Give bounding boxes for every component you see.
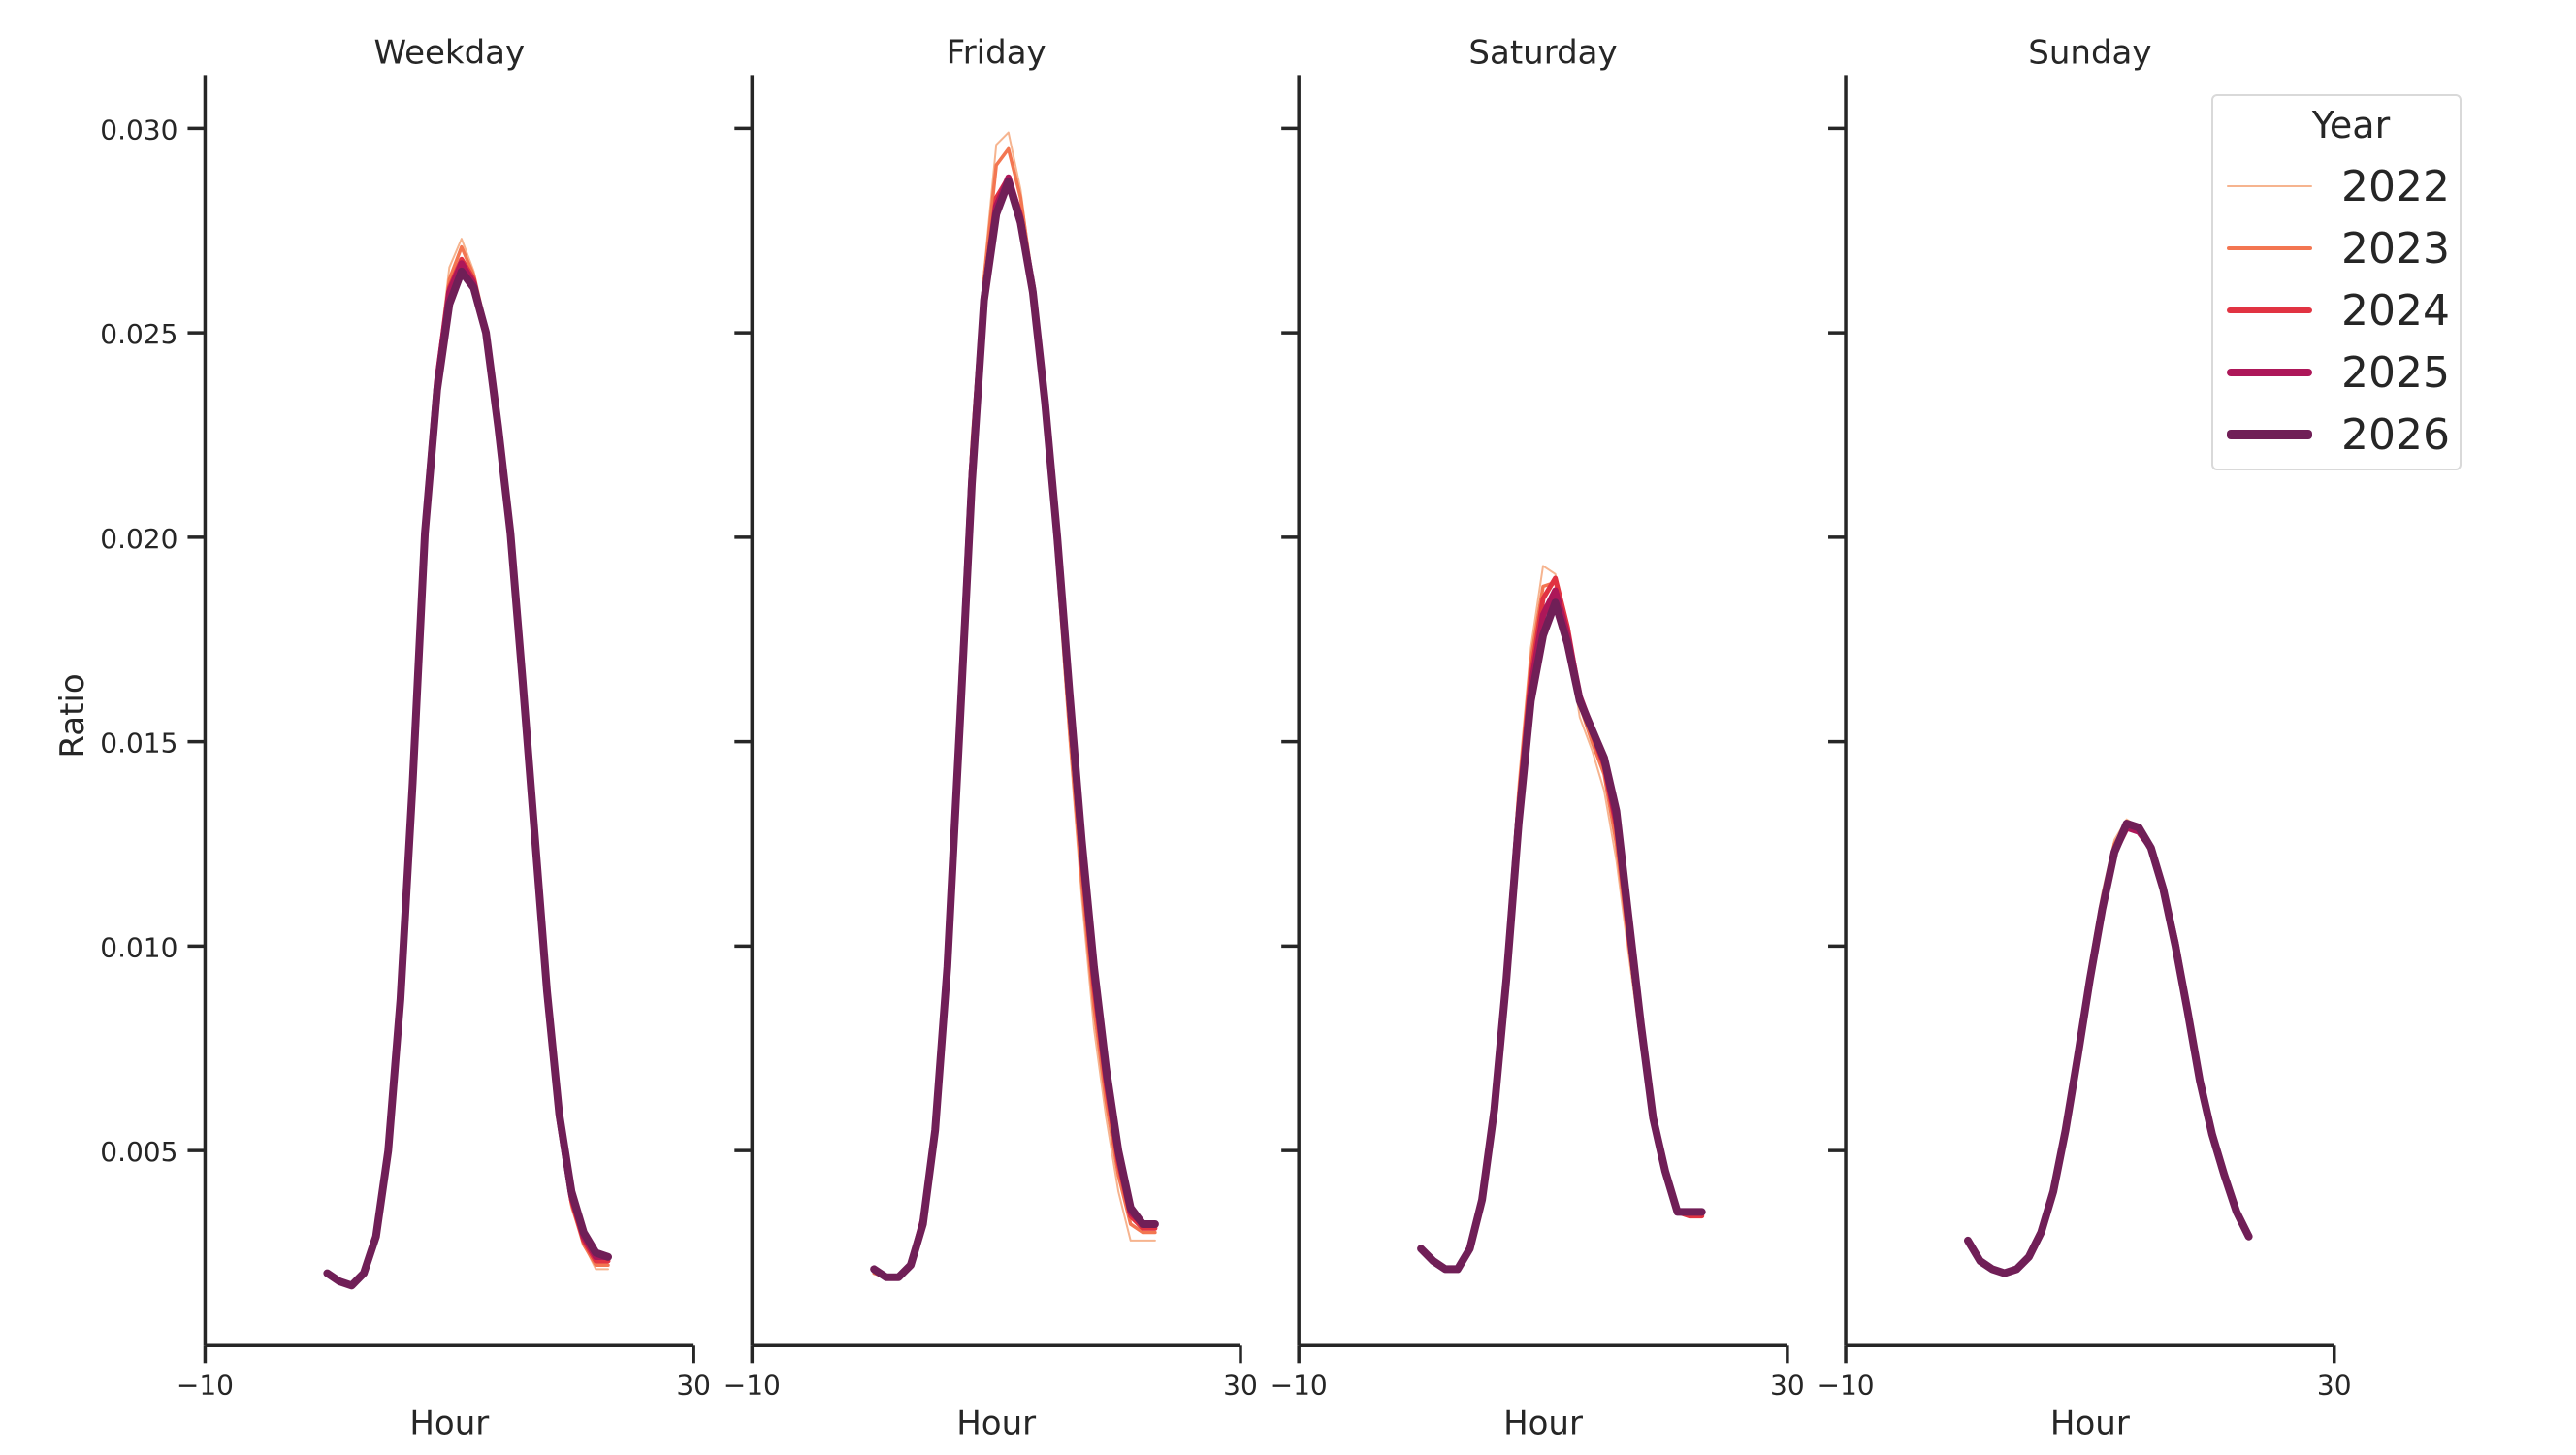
legend: Year 2022 2023 2024 2025 2026 [2211, 94, 2462, 470]
x-tick-label: 30 [2317, 1369, 2352, 1401]
panel-title: Friday [947, 33, 1046, 72]
panel-weekday: Weekday 0.005 0.010 0.015 0.020 0.025 0.030 −10… [100, 33, 711, 1442]
x-tick-label: −10 [177, 1369, 234, 1401]
legend-label: 2023 [2341, 224, 2450, 274]
series-line-2023 [325, 244, 610, 1288]
series-line-2026 [870, 178, 1159, 1281]
x-tick-label: 30 [1770, 1369, 1805, 1401]
legend-item-2022: 2022 [2227, 158, 2450, 216]
y-tick-label: 0.015 [100, 728, 177, 760]
x-tick-label: −10 [1271, 1369, 1328, 1401]
y-tick-label: 0.005 [100, 1136, 177, 1168]
legend-swatch-2023 [2227, 246, 2312, 250]
panel-title: Saturday [1468, 33, 1617, 72]
series-line-2025 [1417, 587, 1705, 1273]
series-line-2023 [1419, 580, 1704, 1272]
legend-label: 2024 [2341, 286, 2450, 336]
legend-swatch-2025 [2227, 369, 2312, 376]
legend-swatch-2024 [2227, 307, 2312, 313]
series-line-2024 [1418, 575, 1705, 1272]
y-tick-label: 0.030 [100, 113, 177, 146]
x-axis-label: Hour [2050, 1404, 2130, 1442]
y-tick-label: 0.010 [100, 931, 177, 963]
series-line-2026 [1417, 598, 1706, 1274]
y-axis-label: Ratio [53, 673, 92, 758]
x-tick-label: 30 [676, 1369, 711, 1401]
x-tick-label: −10 [1817, 1369, 1874, 1401]
legend-label: 2022 [2341, 162, 2450, 211]
y-tick-label: 0.020 [100, 523, 177, 555]
panel-sunday: Sunday −10 30 Hour [1817, 33, 2351, 1442]
panel-saturday: Saturday −10 30 Hour [1271, 33, 1805, 1442]
legend-swatch-2026 [2227, 430, 2312, 439]
x-axis-label: Hour [956, 1404, 1036, 1442]
panel-friday: Friday −10 30 Hour [724, 33, 1258, 1442]
legend-swatch-2022 [2227, 185, 2312, 187]
x-tick-label: 30 [1223, 1369, 1258, 1401]
x-axis-label: Hour [1503, 1404, 1583, 1442]
legend-item-2025: 2025 [2227, 344, 2450, 403]
panel-title: Weekday [373, 33, 525, 72]
series-line-2024 [324, 256, 611, 1288]
y-tick-label: 0.025 [100, 318, 177, 350]
x-axis-label: Hour [409, 1404, 489, 1442]
series-line-2022 [326, 238, 609, 1287]
legend-label: 2025 [2341, 348, 2450, 398]
panel-title: Sunday [2028, 33, 2151, 72]
x-tick-label: −10 [724, 1369, 781, 1401]
legend-label: 2026 [2341, 410, 2450, 460]
legend-title: Year [2311, 104, 2391, 146]
series-line-2026 [323, 267, 612, 1290]
legend-item-2026: 2026 [2227, 406, 2450, 465]
legend-item-2024: 2024 [2227, 282, 2450, 340]
series-line-2026 [1964, 820, 2253, 1277]
legend-item-2023: 2023 [2227, 220, 2450, 278]
